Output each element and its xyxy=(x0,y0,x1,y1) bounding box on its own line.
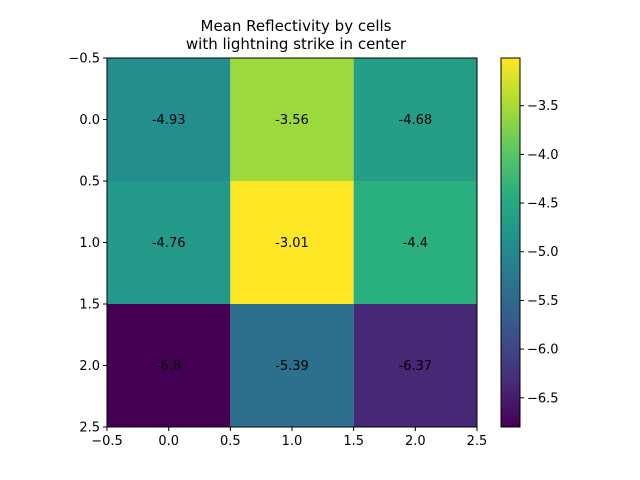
heatmap-cells xyxy=(107,58,477,427)
heatmap-cell xyxy=(353,181,477,304)
heatmap-cell xyxy=(230,58,354,181)
x-tick-label: 1.0 xyxy=(282,434,303,449)
x-tick-label: 0.5 xyxy=(220,434,241,449)
colorbar-frame xyxy=(500,57,521,428)
x-tick-label: 0.0 xyxy=(158,434,179,449)
heatmap-cell xyxy=(353,304,477,427)
colorbar-tick-label: −5.0 xyxy=(527,245,559,260)
cell-value-label: -4.76 xyxy=(152,236,186,251)
cell-value-label: -4.68 xyxy=(399,113,433,128)
y-axis: −0.5 0.0 0.5 1.0 1.5 2.0 2.5 xyxy=(68,52,107,436)
cell-value-label: -6.37 xyxy=(399,359,433,374)
y-tick-label: 0.0 xyxy=(79,113,100,128)
heatmap-cell xyxy=(107,304,231,427)
x-tick-label: 1.5 xyxy=(343,434,364,449)
cell-value-label: -5.39 xyxy=(275,359,309,374)
colorbar xyxy=(501,58,520,427)
heatmap-cell xyxy=(230,304,354,427)
colorbar-tick-label: −6.0 xyxy=(527,343,559,358)
colorbar-axis: −3.5 −4.0 −4.5 −5.0 −5.5 −6.0 −6.5 xyxy=(520,99,559,406)
colorbar-tick-label: −4.5 xyxy=(527,197,559,212)
cell-value-label: -3.56 xyxy=(275,113,309,128)
colorbar-tick-label: −3.5 xyxy=(527,99,559,114)
heatmap-cell xyxy=(353,58,477,181)
y-tick-label: 1.5 xyxy=(79,298,100,313)
cell-value-label: -3.01 xyxy=(275,236,309,251)
colorbar-tick-label: −6.5 xyxy=(527,391,559,406)
y-tick-label: 0.5 xyxy=(79,175,100,190)
x-tick-label: −0.5 xyxy=(91,434,123,449)
colorbar-tick-label: −4.0 xyxy=(527,148,559,163)
heatmap-cell-labels: -4.93 -3.56 -4.68 -4.76 -3.01 -4.4 -6.8 -5.39 -6… xyxy=(152,113,432,374)
colorbar-tick-label: −5.5 xyxy=(527,294,559,309)
heatmap-cell xyxy=(107,181,231,304)
chart-title-line-2: with lightning strike in center xyxy=(186,35,407,53)
heatmap-cell xyxy=(230,181,354,304)
cell-value-label: -4.4 xyxy=(403,236,428,251)
y-tick-label: −0.5 xyxy=(68,52,100,67)
x-tick-label: 2.0 xyxy=(405,434,426,449)
y-tick-label: 2.0 xyxy=(79,359,100,374)
heatmap-cell xyxy=(107,58,231,181)
y-tick-label: 2.5 xyxy=(79,421,100,436)
cell-value-label: -6.8 xyxy=(156,359,181,374)
y-tick-label: 1.0 xyxy=(79,236,100,251)
x-tick-label: 2.5 xyxy=(467,434,488,449)
cell-value-label: -4.93 xyxy=(152,113,186,128)
x-axis: −0.5 0.0 0.5 1.0 1.5 2.0 2.5 xyxy=(91,427,487,449)
chart-title-line-1: Mean Reflectivity by cells xyxy=(201,17,392,35)
